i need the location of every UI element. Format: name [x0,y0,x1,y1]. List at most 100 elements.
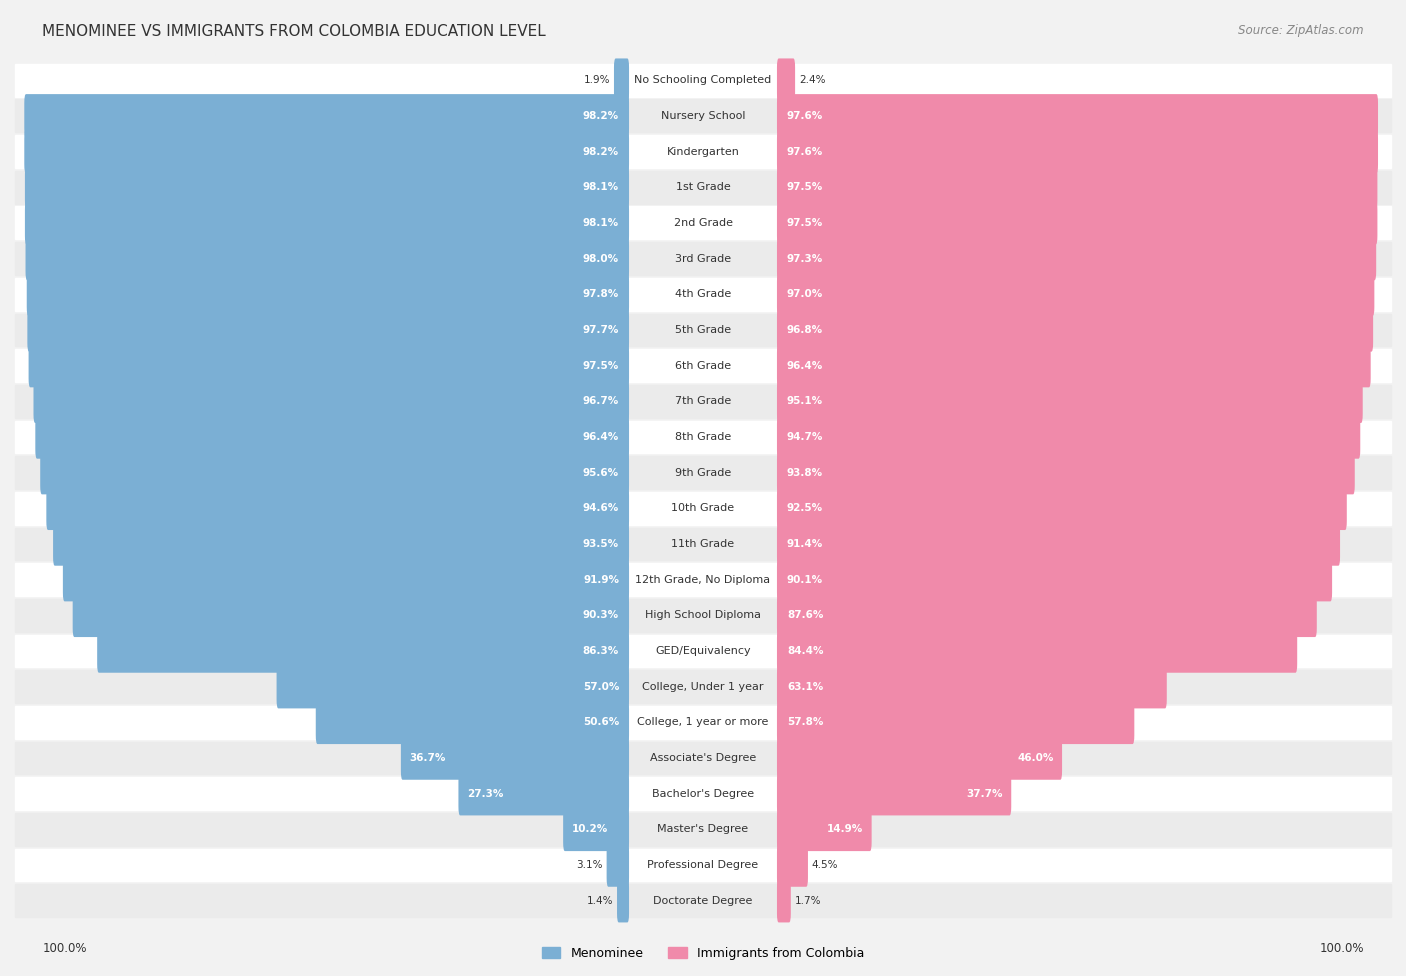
Text: 9th Grade: 9th Grade [675,468,731,477]
FancyBboxPatch shape [458,772,628,815]
Text: 14.9%: 14.9% [827,825,863,834]
Text: 96.4%: 96.4% [583,432,619,442]
FancyBboxPatch shape [778,736,1062,780]
FancyBboxPatch shape [25,237,628,280]
Text: Source: ZipAtlas.com: Source: ZipAtlas.com [1239,24,1364,37]
FancyBboxPatch shape [46,486,628,530]
Bar [15,813,1391,846]
FancyBboxPatch shape [778,593,1317,637]
Text: 1.4%: 1.4% [586,896,613,906]
FancyBboxPatch shape [778,201,1378,245]
FancyBboxPatch shape [778,701,1135,744]
Text: 97.5%: 97.5% [583,360,619,371]
Text: 90.3%: 90.3% [583,610,619,621]
Text: 11th Grade: 11th Grade [672,539,734,549]
Text: 100.0%: 100.0% [1319,942,1364,956]
Text: 96.8%: 96.8% [787,325,823,335]
Text: 91.9%: 91.9% [583,575,619,585]
Text: 97.6%: 97.6% [787,146,823,156]
Text: 97.5%: 97.5% [787,183,823,192]
Text: 1st Grade: 1st Grade [676,183,730,192]
FancyBboxPatch shape [606,843,628,887]
Text: 50.6%: 50.6% [583,717,619,727]
Text: 93.8%: 93.8% [787,468,823,477]
Text: 10th Grade: 10th Grade [672,504,734,513]
Bar [15,421,1391,453]
FancyBboxPatch shape [778,451,1355,495]
Text: 97.3%: 97.3% [787,254,823,264]
FancyBboxPatch shape [27,308,628,351]
FancyBboxPatch shape [778,344,1371,387]
Text: 98.2%: 98.2% [583,146,619,156]
Text: 1.9%: 1.9% [583,75,610,85]
Text: GED/Equivalency: GED/Equivalency [655,646,751,656]
FancyBboxPatch shape [778,807,872,851]
FancyBboxPatch shape [778,843,808,887]
Text: 97.5%: 97.5% [787,218,823,227]
FancyBboxPatch shape [778,630,1298,672]
Text: 97.7%: 97.7% [582,325,619,335]
FancyBboxPatch shape [34,380,628,423]
Text: 91.4%: 91.4% [787,539,823,549]
FancyBboxPatch shape [614,59,628,102]
FancyBboxPatch shape [63,558,628,601]
Text: Doctorate Degree: Doctorate Degree [654,896,752,906]
Bar [15,634,1391,668]
Text: College, Under 1 year: College, Under 1 year [643,681,763,692]
Text: Master's Degree: Master's Degree [658,825,748,834]
Bar [15,599,1391,631]
Text: 97.6%: 97.6% [787,111,823,121]
Bar [15,349,1391,382]
Text: 94.6%: 94.6% [583,504,619,513]
FancyBboxPatch shape [778,879,790,922]
FancyBboxPatch shape [778,558,1331,601]
Text: 57.0%: 57.0% [582,681,619,692]
FancyBboxPatch shape [564,807,628,851]
Text: 3.1%: 3.1% [576,860,603,870]
FancyBboxPatch shape [25,166,628,209]
Text: 57.8%: 57.8% [787,717,824,727]
Bar [15,777,1391,810]
Text: 7th Grade: 7th Grade [675,396,731,406]
Text: Kindergarten: Kindergarten [666,146,740,156]
FancyBboxPatch shape [778,272,1374,316]
FancyBboxPatch shape [28,344,628,387]
Bar [15,135,1391,168]
Bar [15,100,1391,133]
Text: 8th Grade: 8th Grade [675,432,731,442]
FancyBboxPatch shape [778,237,1376,280]
Text: 4.5%: 4.5% [811,860,838,870]
Text: 96.7%: 96.7% [583,396,619,406]
FancyBboxPatch shape [778,130,1378,174]
Text: 86.3%: 86.3% [583,646,619,656]
Bar [15,171,1391,204]
FancyBboxPatch shape [778,380,1362,423]
Text: 6th Grade: 6th Grade [675,360,731,371]
Text: Professional Degree: Professional Degree [647,860,759,870]
Legend: Menominee, Immigrants from Colombia: Menominee, Immigrants from Colombia [537,942,869,965]
Text: 84.4%: 84.4% [787,646,824,656]
FancyBboxPatch shape [778,486,1347,530]
Text: 95.6%: 95.6% [583,468,619,477]
FancyBboxPatch shape [24,130,628,174]
Bar [15,313,1391,346]
Text: 2nd Grade: 2nd Grade [673,218,733,227]
FancyBboxPatch shape [778,522,1340,566]
FancyBboxPatch shape [35,415,628,459]
FancyBboxPatch shape [617,879,628,922]
FancyBboxPatch shape [73,593,628,637]
Text: 90.1%: 90.1% [787,575,823,585]
Text: 97.0%: 97.0% [787,289,823,300]
Text: 37.7%: 37.7% [966,789,1002,798]
Bar [15,207,1391,239]
Text: MENOMINEE VS IMMIGRANTS FROM COLOMBIA EDUCATION LEVEL: MENOMINEE VS IMMIGRANTS FROM COLOMBIA ED… [42,24,546,39]
Bar [15,671,1391,703]
FancyBboxPatch shape [97,630,628,672]
Bar [15,492,1391,525]
Text: No Schooling Completed: No Schooling Completed [634,75,772,85]
FancyBboxPatch shape [778,415,1360,459]
FancyBboxPatch shape [277,665,628,709]
Text: Bachelor's Degree: Bachelor's Degree [652,789,754,798]
Bar [15,848,1391,881]
Text: 4th Grade: 4th Grade [675,289,731,300]
